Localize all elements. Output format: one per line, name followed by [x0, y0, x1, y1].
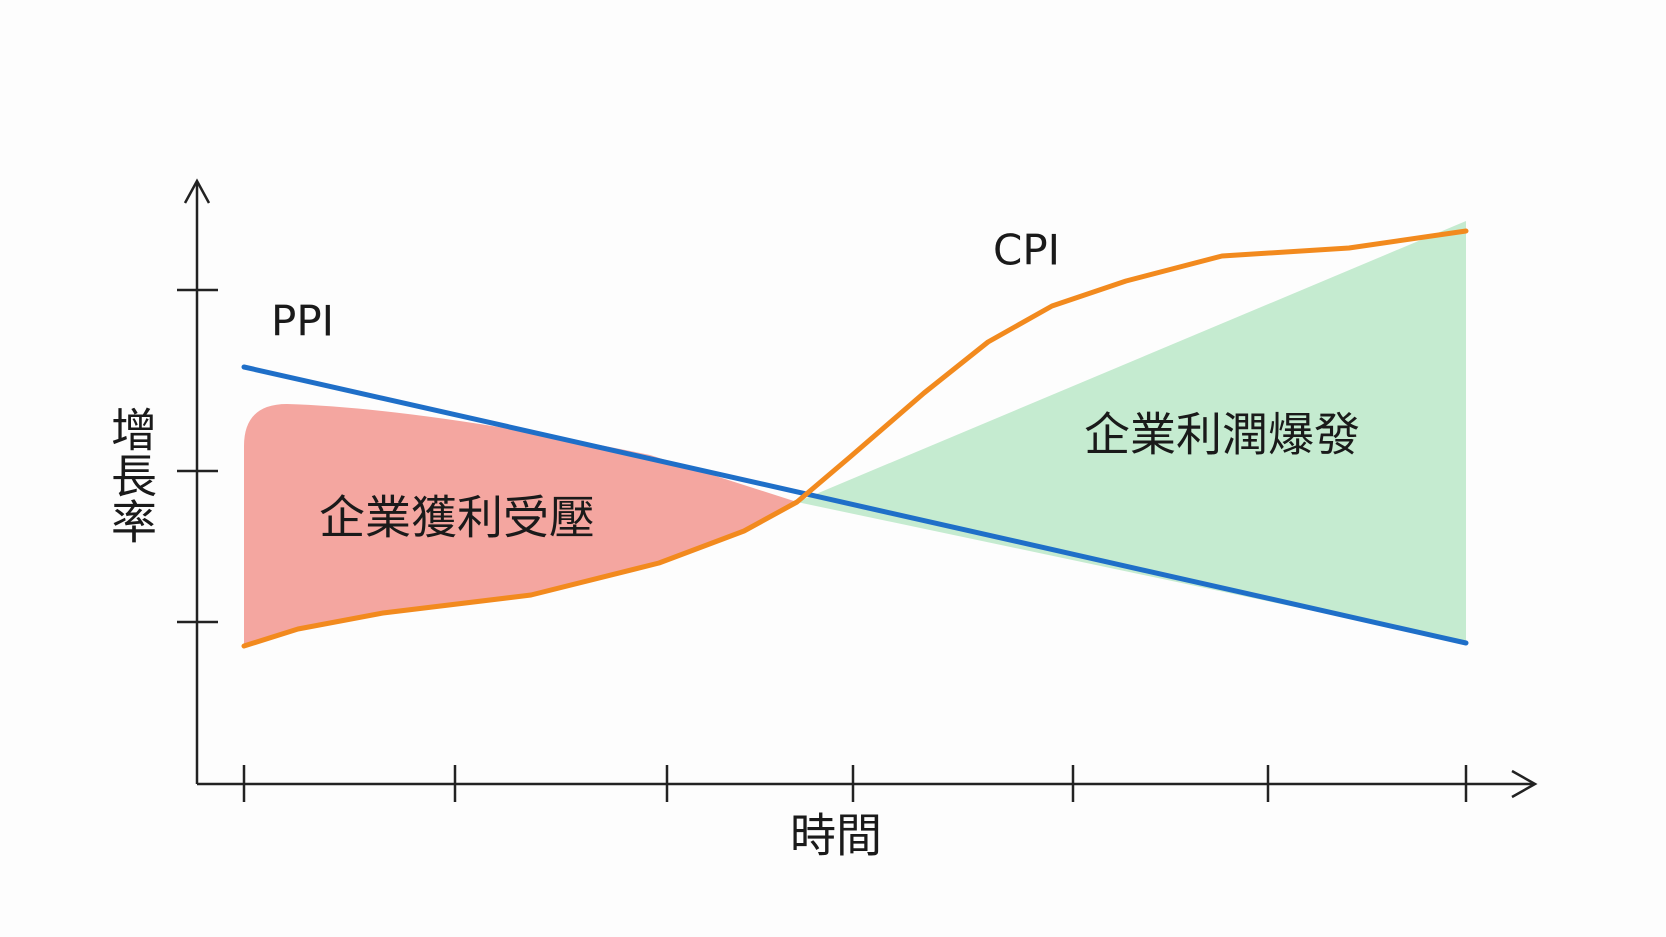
y-arrow	[183, 178, 211, 204]
ppi-line	[241, 364, 1469, 646]
squeeze-area	[244, 404, 797, 646]
region-label: 企業利潤爆發	[1084, 408, 1360, 462]
region-label: 企業獲利受壓	[319, 491, 595, 545]
boom-area	[797, 221, 1466, 643]
y-axis-label: 增長率	[104, 406, 158, 544]
line-label: CPI	[993, 226, 1060, 275]
axes	[177, 178, 1538, 802]
x-arrow	[1511, 769, 1538, 799]
cpi-line	[241, 228, 1469, 649]
x-axis-label: 時間	[790, 809, 882, 863]
line-label: PPI	[271, 297, 334, 346]
